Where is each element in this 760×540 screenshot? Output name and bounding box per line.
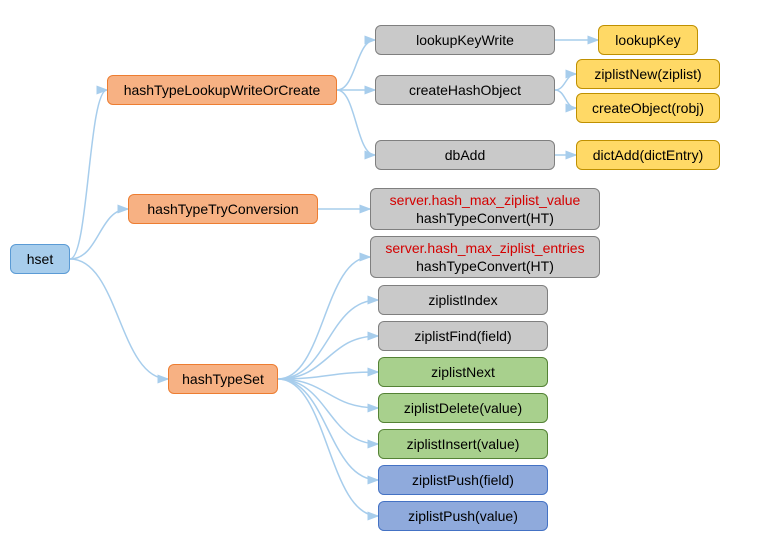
edge-hset-httc <box>70 209 128 259</box>
node-httc-label: hashTypeTryConversion <box>147 200 298 218</box>
edge-hts-ziplistDelete <box>278 379 378 408</box>
edge-hts-ziplistIndex <box>278 300 378 379</box>
node-createObject-label: createObject(robj) <box>592 99 704 117</box>
node-ziplistFind: ziplistFind(field) <box>378 321 548 351</box>
edge-hts-ziplistFind <box>278 336 378 379</box>
node-ziplistNext: ziplistNext <box>378 357 548 387</box>
node-maxZiplistValue-line2: hashTypeConvert(HT) <box>416 209 554 227</box>
node-createHashObject-label: createHashObject <box>409 81 521 99</box>
node-ziplistPushField: ziplistPush(field) <box>378 465 548 495</box>
node-maxZiplistValue-line1: server.hash_max_ziplist_value <box>390 191 581 209</box>
edge-hts-ziplistPushValue <box>278 379 378 516</box>
node-hset-label: hset <box>27 250 53 268</box>
node-ziplistNew: ziplistNew(ziplist) <box>576 59 720 89</box>
node-ziplistInsert: ziplistInsert(value) <box>378 429 548 459</box>
node-ziplistDelete-label: ziplistDelete(value) <box>404 399 522 417</box>
node-dbAdd: dbAdd <box>375 140 555 170</box>
edge-hts-maxZiplistEntries <box>278 257 370 379</box>
edge-hts-ziplistNext <box>278 372 378 379</box>
node-ziplistPushField-label: ziplistPush(field) <box>412 471 514 489</box>
edge-hts-ziplistInsert <box>278 379 378 444</box>
node-maxZiplistEntries: server.hash_max_ziplist_entrieshashTypeC… <box>370 236 600 278</box>
node-ziplistPushValue-label: ziplistPush(value) <box>408 507 518 525</box>
node-dictAdd-label: dictAdd(dictEntry) <box>593 146 703 164</box>
edge-htlwoc-lookupKeyWrite <box>337 40 375 90</box>
node-maxZiplistValue: server.hash_max_ziplist_valuehashTypeCon… <box>370 188 600 230</box>
node-ziplistNext-label: ziplistNext <box>431 363 495 381</box>
edge-hts-ziplistPushField <box>278 379 378 480</box>
edge-htlwoc-dbAdd <box>337 90 375 155</box>
node-createHashObject: createHashObject <box>375 75 555 105</box>
edge-createHashObject-ziplistNew <box>555 74 576 90</box>
node-ziplistDelete: ziplistDelete(value) <box>378 393 548 423</box>
node-lookupKey: lookupKey <box>598 25 698 55</box>
node-maxZiplistEntries-line1: server.hash_max_ziplist_entries <box>385 239 584 257</box>
edge-hset-hts <box>70 259 168 379</box>
node-hts-label: hashTypeSet <box>182 370 264 388</box>
node-htlwoc-label: hashTypeLookupWriteOrCreate <box>124 81 321 99</box>
node-ziplistPushValue: ziplistPush(value) <box>378 501 548 531</box>
node-ziplistIndex: ziplistIndex <box>378 285 548 315</box>
node-ziplistFind-label: ziplistFind(field) <box>414 327 511 345</box>
node-dictAdd: dictAdd(dictEntry) <box>576 140 720 170</box>
node-ziplistNew-label: ziplistNew(ziplist) <box>594 65 701 83</box>
node-lookupKey-label: lookupKey <box>615 31 680 49</box>
node-hts: hashTypeSet <box>168 364 278 394</box>
edge-hset-htlwoc <box>70 90 107 259</box>
node-htlwoc: hashTypeLookupWriteOrCreate <box>107 75 337 105</box>
node-lookupKeyWrite: lookupKeyWrite <box>375 25 555 55</box>
node-maxZiplistEntries-line2: hashTypeConvert(HT) <box>416 257 554 275</box>
node-hset: hset <box>10 244 70 274</box>
node-dbAdd-label: dbAdd <box>445 146 485 164</box>
edge-createHashObject-createObject <box>555 90 576 108</box>
node-httc: hashTypeTryConversion <box>128 194 318 224</box>
node-ziplistInsert-label: ziplistInsert(value) <box>407 435 520 453</box>
node-createObject: createObject(robj) <box>576 93 720 123</box>
node-lookupKeyWrite-label: lookupKeyWrite <box>416 31 514 49</box>
node-ziplistIndex-label: ziplistIndex <box>428 291 497 309</box>
